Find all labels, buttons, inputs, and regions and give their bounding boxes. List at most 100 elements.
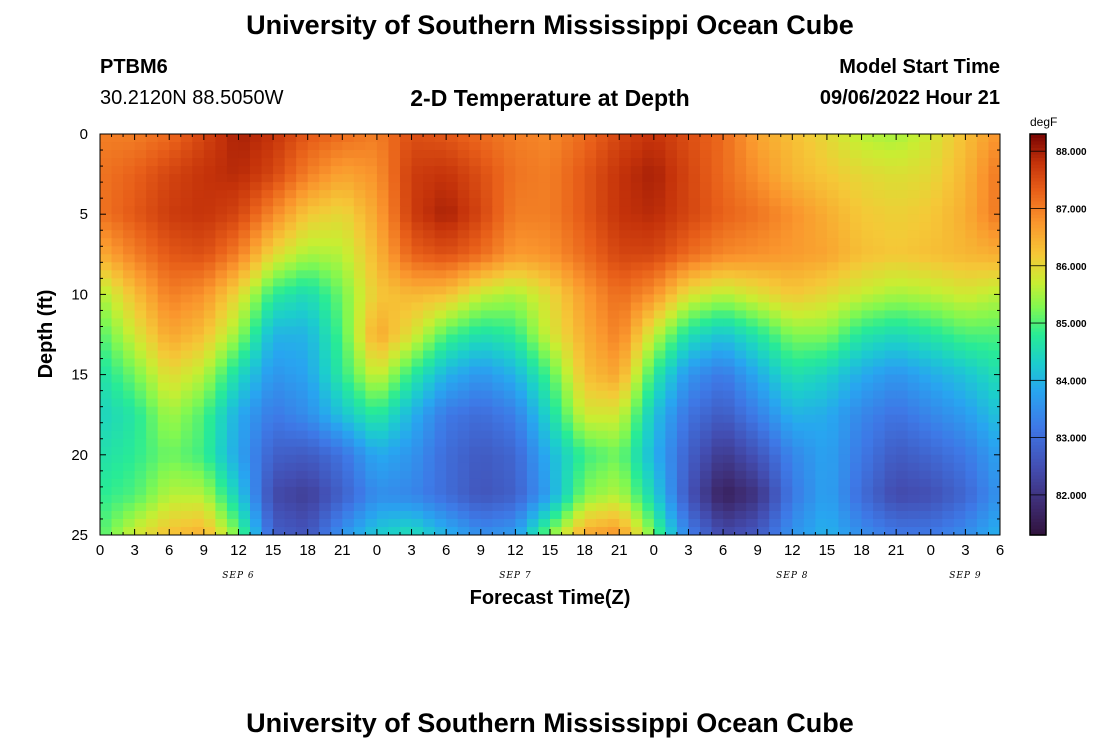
heatmap-cell bbox=[342, 342, 355, 352]
heatmap-cell bbox=[757, 334, 770, 344]
heatmap-cell bbox=[307, 486, 320, 496]
heatmap-cell bbox=[792, 334, 805, 344]
heatmap-cell bbox=[480, 222, 493, 231]
heatmap-cell bbox=[780, 222, 793, 231]
heatmap-cell bbox=[342, 438, 355, 448]
heatmap-cell bbox=[192, 470, 205, 480]
heatmap-cell bbox=[180, 286, 193, 295]
heatmap-cell bbox=[365, 222, 378, 231]
heatmap-cell bbox=[423, 294, 436, 304]
heatmap-cell bbox=[319, 502, 332, 512]
heatmap-cell bbox=[630, 206, 643, 215]
heatmap-cell bbox=[250, 462, 263, 472]
heatmap-cell bbox=[273, 262, 286, 271]
heatmap-cell bbox=[896, 390, 909, 400]
heatmap-cell bbox=[261, 406, 274, 416]
heatmap-cell bbox=[630, 526, 643, 535]
heatmap-cell bbox=[250, 366, 263, 376]
heatmap-cell bbox=[134, 446, 147, 456]
heatmap-cell bbox=[492, 430, 505, 440]
heatmap-cell bbox=[411, 446, 424, 456]
heatmap-cell bbox=[942, 238, 955, 247]
heatmap-cell bbox=[873, 486, 886, 496]
heatmap-cell bbox=[123, 446, 136, 456]
heatmap-cell bbox=[307, 246, 320, 255]
heatmap-cell bbox=[676, 286, 690, 295]
heatmap-cell bbox=[630, 190, 643, 199]
heatmap-cell bbox=[376, 470, 390, 480]
heatmap-cell bbox=[573, 302, 586, 312]
heatmap-cell bbox=[157, 166, 170, 175]
heatmap-cell bbox=[296, 302, 309, 312]
heatmap-cell bbox=[215, 246, 228, 255]
heatmap-cell bbox=[619, 382, 632, 392]
heatmap-cell bbox=[953, 398, 966, 408]
heatmap-cell bbox=[226, 454, 240, 464]
heatmap-cell bbox=[907, 494, 920, 504]
heatmap-cell bbox=[930, 238, 943, 247]
heatmap-cell bbox=[423, 262, 436, 271]
heatmap-cell bbox=[123, 166, 136, 175]
heatmap-cell bbox=[607, 422, 620, 432]
heatmap-cell bbox=[388, 502, 401, 512]
heatmap-cell bbox=[411, 214, 424, 223]
x-tick-label: 3 bbox=[407, 542, 415, 559]
heatmap-cell bbox=[376, 150, 390, 159]
heatmap-cell bbox=[353, 422, 366, 432]
heatmap-cell bbox=[873, 430, 886, 440]
heatmap-cell bbox=[676, 478, 690, 488]
heatmap-cell bbox=[169, 238, 182, 247]
heatmap-cell bbox=[561, 174, 574, 183]
heatmap-cell bbox=[503, 422, 516, 432]
heatmap-cell bbox=[930, 454, 943, 464]
heatmap-cell bbox=[734, 454, 747, 464]
heatmap-cell bbox=[642, 374, 655, 384]
heatmap-cell bbox=[457, 414, 470, 424]
heatmap-cell bbox=[226, 286, 240, 295]
heatmap-cell bbox=[134, 246, 147, 255]
heatmap-cell bbox=[111, 454, 124, 464]
heatmap-cell bbox=[815, 446, 828, 456]
heatmap-cell bbox=[630, 286, 643, 295]
heatmap-cell bbox=[930, 190, 943, 199]
heatmap-cell bbox=[446, 390, 459, 400]
heatmap-cell bbox=[850, 518, 863, 528]
heatmap-cell bbox=[584, 462, 597, 472]
heatmap-cell bbox=[457, 166, 470, 175]
heatmap-cell bbox=[711, 286, 724, 295]
heatmap-cell bbox=[630, 430, 643, 440]
heatmap-cell bbox=[815, 166, 828, 175]
heatmap-cell bbox=[734, 318, 747, 328]
heatmap-cell bbox=[123, 454, 136, 464]
heatmap-cell bbox=[307, 414, 320, 424]
heatmap-cell bbox=[273, 454, 286, 464]
heatmap-cell bbox=[203, 206, 216, 215]
heatmap-cell bbox=[192, 454, 205, 464]
heatmap-cell bbox=[896, 454, 909, 464]
heatmap-cell bbox=[215, 438, 228, 448]
heatmap-cell bbox=[873, 350, 886, 360]
heatmap-cell bbox=[584, 510, 597, 520]
heatmap-cell bbox=[976, 478, 990, 488]
heatmap-cell bbox=[411, 270, 424, 279]
heatmap-cell bbox=[792, 366, 805, 376]
heatmap-cell bbox=[907, 294, 920, 304]
heatmap-cell bbox=[561, 278, 574, 287]
heatmap-cell bbox=[457, 526, 470, 535]
heatmap-cell bbox=[526, 214, 540, 223]
heatmap-cell bbox=[734, 310, 747, 320]
heatmap-cell bbox=[342, 390, 355, 400]
heatmap-cell bbox=[353, 174, 366, 183]
heatmap-cell bbox=[434, 350, 447, 360]
heatmap-cell bbox=[250, 510, 263, 520]
heatmap-cell bbox=[238, 246, 251, 255]
heatmap-cell bbox=[503, 526, 516, 535]
heatmap-cell bbox=[561, 526, 574, 535]
heatmap-cell bbox=[434, 326, 447, 336]
heatmap-cell bbox=[976, 342, 990, 352]
heatmap-cell bbox=[746, 198, 759, 207]
heatmap-cell bbox=[665, 518, 678, 528]
heatmap-cell bbox=[711, 446, 724, 456]
heatmap-cell bbox=[261, 326, 274, 336]
